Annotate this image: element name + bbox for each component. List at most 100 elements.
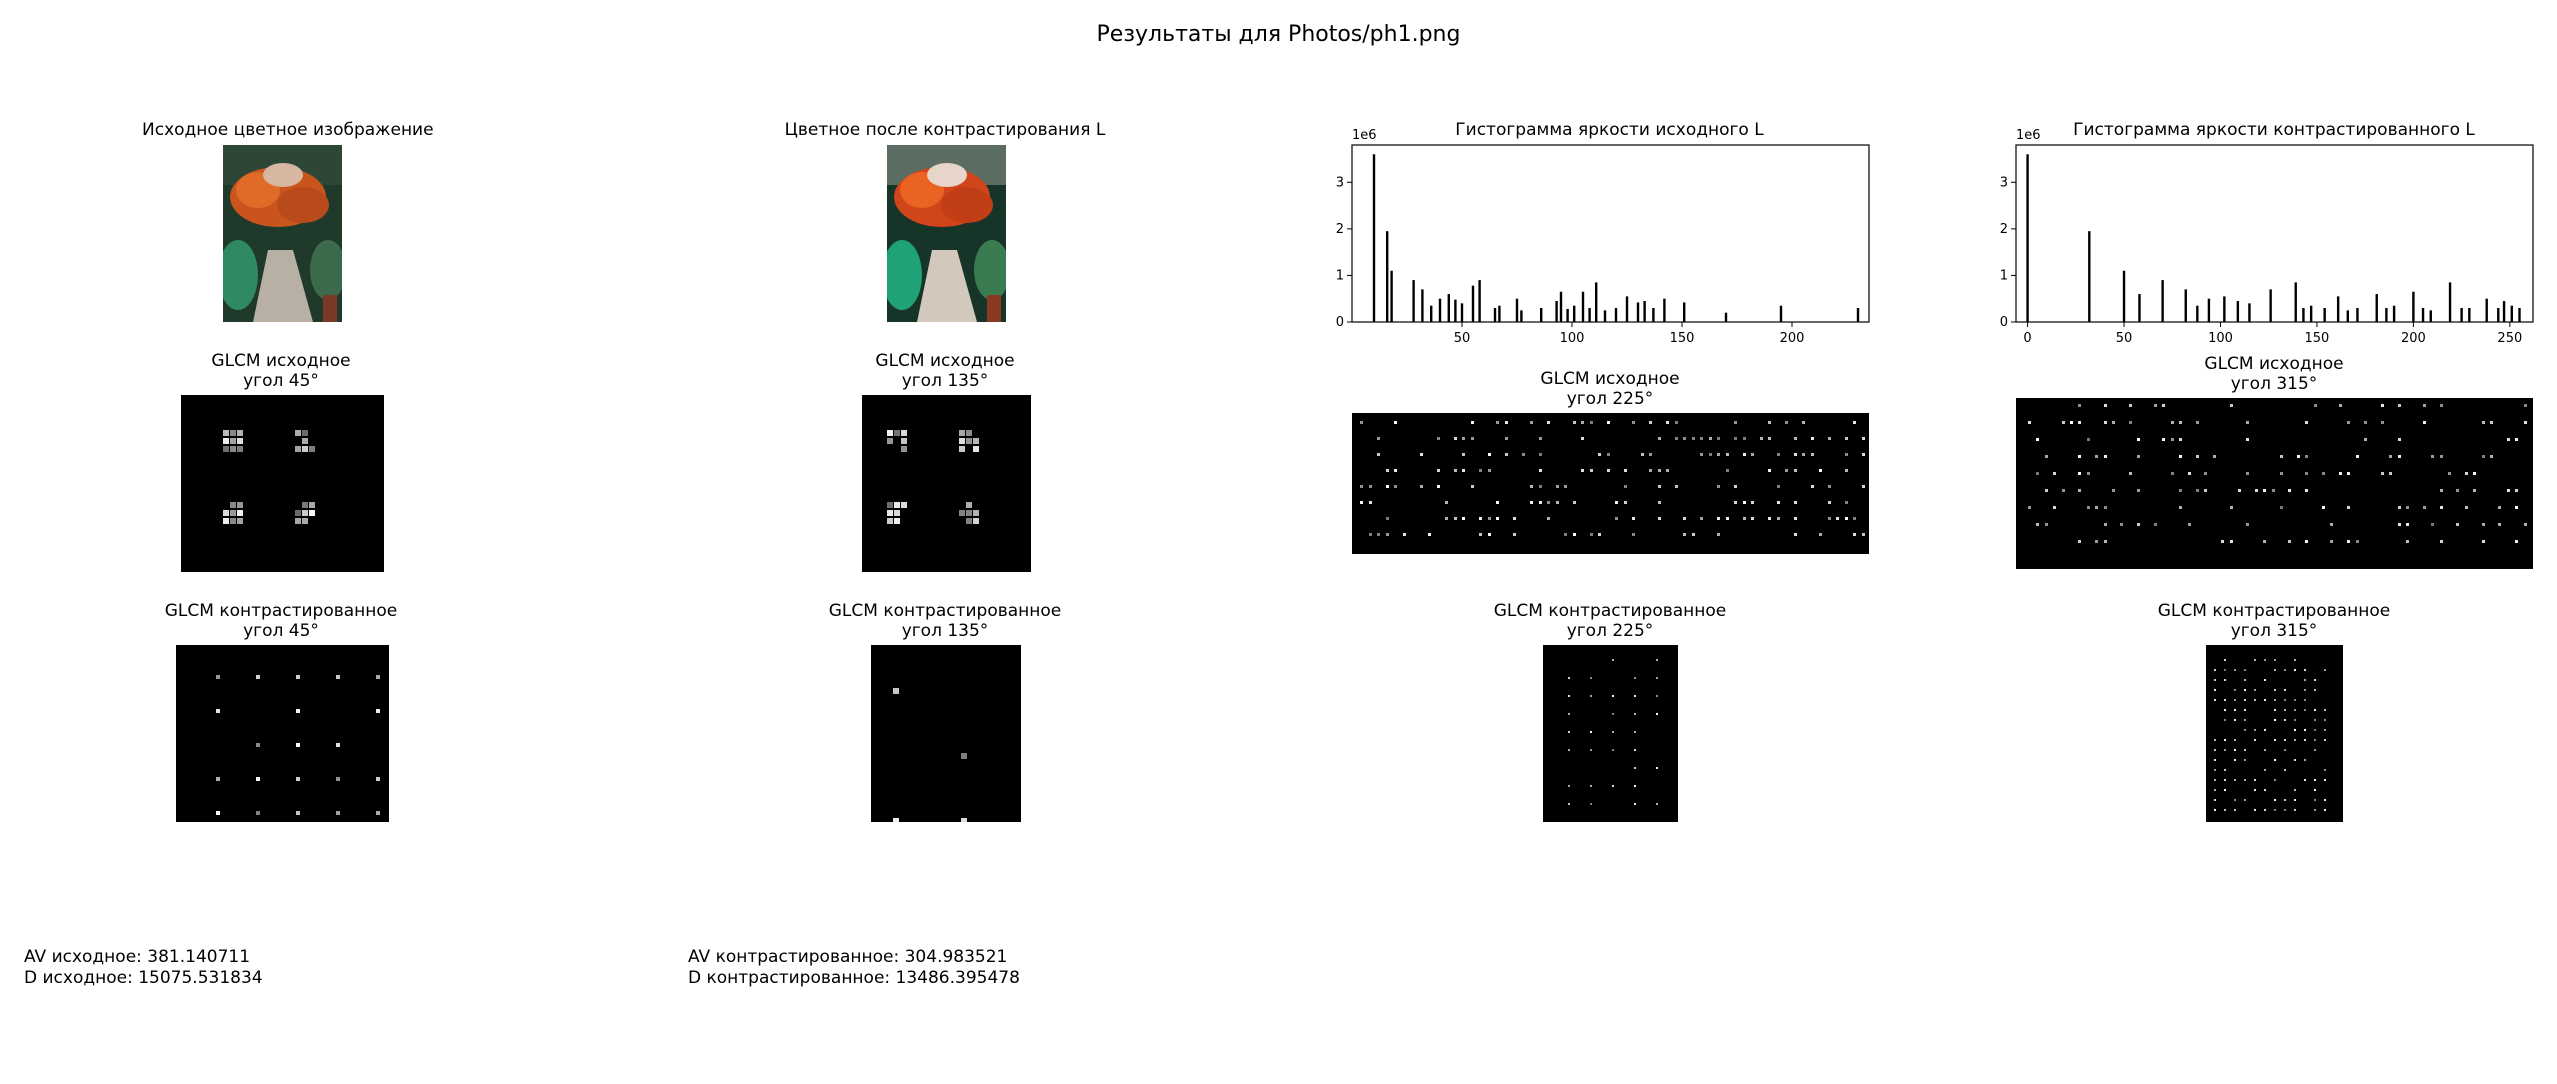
glcm-cell (1496, 421, 1499, 424)
glcm-cell (2244, 799, 2246, 801)
glcm-cell (1683, 533, 1686, 536)
glcm-cell (2224, 659, 2226, 661)
glcm-cell (894, 518, 900, 524)
glcm-cell (1717, 437, 1720, 440)
glcm-cell (1590, 677, 1592, 679)
glcm-cell (2128, 404, 2132, 407)
glcm-cell (2137, 489, 2141, 492)
hist-1-xtick-label: 200 (2401, 331, 2426, 346)
glcm-cell (1656, 659, 1658, 661)
glcm-cell (216, 777, 220, 781)
glcm-cell (1657, 469, 1661, 472)
glcm-cell (296, 743, 300, 747)
glcm-con-315-title: GLCM контрастированное (2157, 601, 2391, 621)
glcm-cell (2294, 699, 2296, 701)
glcm-cell (2406, 523, 2409, 526)
glcm-cell (2389, 455, 2393, 458)
hist-0-bar (1520, 310, 1523, 322)
glcm-cell (2274, 809, 2276, 811)
hist-0-bar (1478, 280, 1481, 322)
hist-1-xtick-label: 0 (2023, 331, 2031, 346)
glcm-cell (2305, 421, 2309, 424)
glcm-orig-45-image (181, 395, 384, 572)
glcm-cell (1612, 713, 1614, 715)
hist-1-bar (2161, 280, 2164, 322)
glcm-cell (1555, 501, 1559, 504)
glcm-con-225-image (1543, 645, 1678, 822)
hist-1-bar (2468, 308, 2471, 322)
glcm-cell (2274, 759, 2276, 761)
glcm-cell (1827, 485, 1831, 488)
glcm-cell (1708, 437, 1712, 440)
glcm-cell (2078, 540, 2082, 543)
glcm-cell (1394, 469, 1397, 472)
glcm-cell (2095, 506, 2099, 509)
glcm-cell (2224, 809, 2226, 811)
glcm-cell (1504, 421, 1508, 424)
glcm-cell (256, 743, 260, 747)
glcm-cell (1385, 485, 1389, 488)
glcm-cell (966, 518, 972, 524)
glcm-cell (1793, 533, 1797, 536)
hist-1-ytick-label: 0 (2000, 315, 2008, 330)
glcm-cell (959, 446, 965, 452)
glcm-cell (1487, 453, 1491, 456)
glcm-cell (1674, 437, 1678, 440)
glcm-cell (295, 510, 301, 516)
glcm-cell (2263, 489, 2267, 492)
glcm-cell (256, 675, 260, 679)
glcm-cell (2254, 489, 2258, 492)
hist-1-bar (2309, 305, 2313, 322)
glcm-cell (901, 446, 907, 452)
hist-0-ytick-label: 3 (1336, 175, 1344, 190)
glcm-cell (237, 502, 243, 508)
glcm-cell (1568, 677, 1570, 679)
glcm-cell (336, 777, 340, 781)
hist-1-bar (2184, 289, 2187, 322)
glcm-cell (901, 430, 907, 436)
glcm-cell (2523, 404, 2527, 407)
glcm-cell (2314, 789, 2316, 791)
glcm-cell (893, 818, 899, 822)
glcm-cell (1656, 767, 1658, 769)
glcm-cell (1368, 485, 1372, 488)
glcm-cell (1768, 517, 1771, 520)
glcm-cell (2244, 669, 2246, 671)
hist-1-bar (2429, 310, 2432, 322)
glcm-cell (2229, 540, 2233, 543)
glcm-cell (1649, 421, 1652, 424)
glcm-cell (2229, 506, 2233, 509)
hist-0-bar (1856, 308, 1860, 322)
glcm-cell (1810, 437, 1814, 440)
glcm-cell (237, 518, 243, 524)
glcm-cell (230, 502, 236, 508)
glcm-cell (2214, 759, 2216, 761)
glcm-cell (973, 510, 979, 516)
glcm-cell (2086, 438, 2090, 441)
hist-0-bar (1614, 308, 1618, 322)
glcm-cell (1589, 469, 1593, 472)
glcm-cell (1598, 453, 1601, 456)
glcm-cell (2274, 709, 2276, 711)
glcm-cell (2274, 799, 2276, 801)
glcm-cell (961, 818, 967, 822)
glcm-cell (1581, 469, 1584, 472)
hist-0-bar (1683, 302, 1686, 322)
glcm-cell (1674, 421, 1678, 424)
glcm-cell (2187, 472, 2191, 475)
glcm-cell (1768, 437, 1771, 440)
glcm-cell (1666, 469, 1669, 472)
glcm-con-315-image (2206, 645, 2343, 822)
glcm-cell (2439, 506, 2443, 509)
glcm-cell (237, 430, 243, 436)
glcm-cell (2214, 699, 2216, 701)
glcm-cell (2473, 489, 2477, 492)
glcm-cell (302, 438, 308, 444)
glcm-cell (1612, 749, 1614, 751)
hist-0-bar (1430, 305, 1433, 322)
hist-0-xtick-label: 100 (1560, 331, 1585, 346)
glcm-cell (309, 446, 315, 452)
glcm-cell (2481, 421, 2485, 424)
figure-title: Результаты для Photos/ph1.png (1096, 22, 1461, 47)
glcm-cell (1462, 437, 1465, 440)
